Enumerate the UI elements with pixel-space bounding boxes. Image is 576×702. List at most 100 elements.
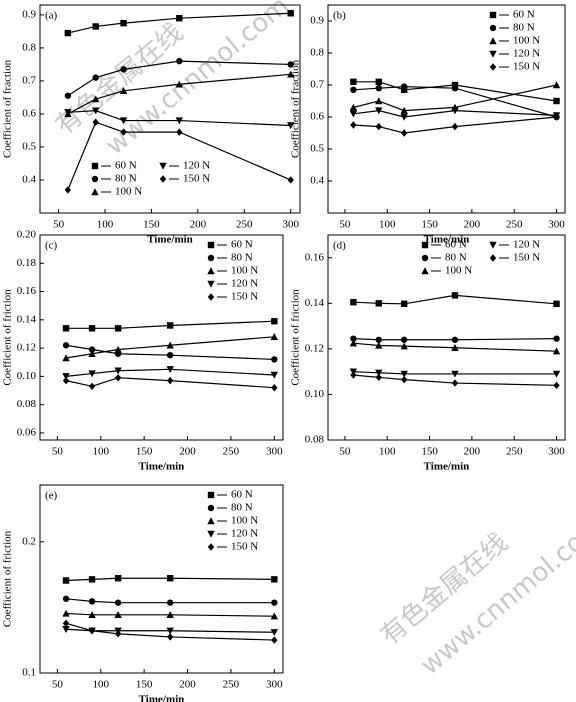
data-point bbox=[166, 633, 174, 641]
data-point bbox=[271, 576, 278, 583]
legend-marker bbox=[207, 530, 215, 538]
data-point bbox=[375, 300, 382, 307]
plot-frame bbox=[327, 4, 566, 214]
data-point bbox=[114, 575, 122, 582]
data-point bbox=[375, 122, 382, 131]
legend-label: 60 N bbox=[115, 160, 137, 172]
plot-frame bbox=[327, 234, 566, 441]
data-point bbox=[88, 382, 96, 390]
legend-label: 80 N bbox=[445, 252, 467, 264]
data-point bbox=[114, 374, 122, 382]
data-point bbox=[287, 176, 294, 184]
data-point bbox=[166, 611, 174, 619]
data-point bbox=[400, 375, 408, 384]
data-point bbox=[119, 117, 128, 125]
data-point bbox=[88, 350, 96, 357]
x-tick-label: 50 bbox=[53, 219, 65, 231]
data-point bbox=[62, 342, 70, 349]
data-point bbox=[350, 78, 357, 85]
data-point bbox=[400, 83, 408, 90]
legend-label: 150 N bbox=[231, 541, 258, 553]
legend-label: 60 N bbox=[513, 9, 535, 21]
legend-label: 100 N bbox=[445, 265, 472, 277]
data-point bbox=[553, 381, 560, 390]
x-tick-label: 300 bbox=[266, 679, 283, 691]
data-point bbox=[166, 322, 174, 329]
y-tick-label: 0.5 bbox=[310, 143, 324, 155]
legend-marker bbox=[489, 50, 497, 58]
data-point bbox=[62, 626, 70, 633]
x-tick-label: 150 bbox=[136, 679, 153, 691]
data-point bbox=[451, 122, 459, 131]
data-point bbox=[400, 106, 408, 114]
y-tick-label: 0.10 bbox=[17, 370, 37, 382]
data-point bbox=[400, 129, 408, 137]
x-axis-label: Time/min bbox=[147, 234, 193, 246]
x-tick-label: 100 bbox=[93, 446, 110, 458]
panel-label: (b) bbox=[333, 10, 346, 22]
legend-marker bbox=[207, 517, 215, 525]
panel-label: (d) bbox=[333, 240, 346, 252]
legend-marker bbox=[421, 241, 429, 249]
data-point bbox=[271, 599, 278, 606]
legend-marker bbox=[207, 504, 215, 512]
legend-label: 80 N bbox=[115, 173, 137, 185]
data-point bbox=[64, 109, 72, 117]
data-point bbox=[166, 376, 174, 385]
data-point bbox=[119, 87, 128, 95]
data-point bbox=[88, 346, 96, 353]
legend-label: 60 N bbox=[231, 489, 253, 501]
data-point bbox=[451, 379, 459, 387]
legend-label: 60 N bbox=[231, 239, 253, 251]
data-point bbox=[176, 57, 183, 65]
y-axis-label: Coefficient of friction bbox=[2, 289, 14, 386]
data-point bbox=[349, 339, 358, 347]
x-tick-label: 150 bbox=[136, 446, 153, 458]
data-point bbox=[88, 627, 96, 635]
x-tick-label: 300 bbox=[548, 446, 565, 458]
data-point bbox=[114, 611, 122, 619]
data-point bbox=[92, 118, 99, 126]
x-tick-label: 250 bbox=[506, 219, 523, 231]
legend-marker bbox=[207, 254, 215, 262]
y-tick-label: 0.16 bbox=[305, 251, 325, 263]
x-axis-label: Time/min bbox=[139, 461, 185, 473]
data-point bbox=[64, 92, 72, 99]
legend-marker bbox=[489, 37, 497, 45]
data-point bbox=[88, 370, 96, 378]
legend-marker bbox=[207, 280, 215, 288]
x-tick-label: 250 bbox=[223, 679, 240, 691]
data-point bbox=[114, 367, 122, 375]
data-point bbox=[92, 95, 100, 103]
legend-label: 100 N bbox=[231, 515, 258, 527]
y-tick-label: 0.9 bbox=[310, 15, 324, 27]
y-tick-label: 0.8 bbox=[310, 47, 324, 59]
data-point bbox=[287, 70, 295, 78]
data-point bbox=[88, 598, 96, 605]
data-point bbox=[114, 599, 122, 606]
data-point bbox=[62, 577, 70, 584]
legend-label: 80 N bbox=[231, 252, 253, 264]
panel-label: (c) bbox=[45, 240, 58, 252]
legend-label: 60 N bbox=[445, 239, 467, 251]
data-point bbox=[552, 81, 561, 89]
legend-marker bbox=[421, 267, 429, 275]
legend-marker bbox=[159, 162, 167, 170]
legend-label: 100 N bbox=[115, 186, 142, 198]
x-tick-label: 300 bbox=[282, 219, 299, 231]
y-tick-label: 0.5 bbox=[22, 140, 36, 152]
data-point bbox=[375, 78, 382, 85]
y-tick-label: 0.20 bbox=[17, 229, 37, 241]
legend-label: 150 N bbox=[513, 252, 540, 264]
x-tick-label: 300 bbox=[266, 446, 283, 458]
y-tick-label: 0.14 bbox=[305, 297, 325, 309]
y-tick-label: 0.14 bbox=[17, 313, 37, 325]
legend-marker bbox=[91, 162, 99, 170]
legend-label: 100 N bbox=[513, 35, 540, 47]
data-point bbox=[175, 117, 183, 125]
plot-frame bbox=[39, 234, 284, 441]
panel-label: (e) bbox=[45, 490, 58, 502]
data-point bbox=[166, 351, 174, 359]
data-point bbox=[349, 103, 358, 111]
legend-label: 120 N bbox=[231, 528, 258, 540]
